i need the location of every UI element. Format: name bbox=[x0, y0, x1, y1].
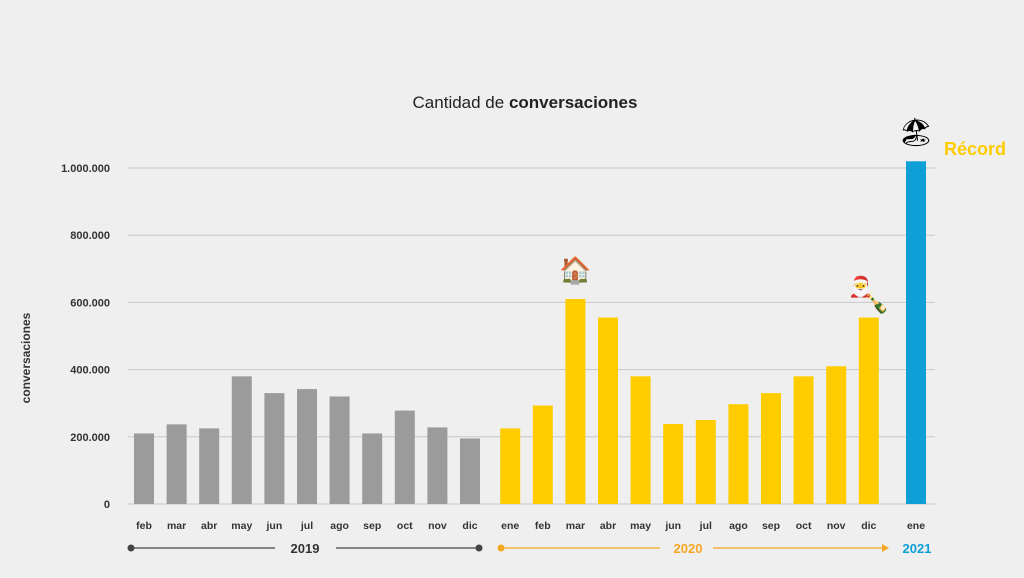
x-tick-label: feb bbox=[535, 520, 551, 532]
x-tick-label: mar bbox=[167, 520, 186, 532]
x-tick-label: jul bbox=[300, 520, 313, 532]
x-tick-label: mar bbox=[566, 520, 585, 532]
x-tick-label: sep bbox=[762, 520, 780, 532]
y-axis-ticks: 0 200.000 400.000 600.000 800.000 1.000.000 bbox=[61, 163, 110, 511]
y-axis-label: conversaciones bbox=[19, 312, 33, 403]
bar bbox=[427, 427, 448, 504]
bar bbox=[826, 366, 847, 504]
x-tick-label: ago bbox=[330, 520, 349, 532]
year-label-2021: 2021 bbox=[903, 541, 932, 556]
bar bbox=[264, 393, 285, 504]
x-tick-label: abr bbox=[201, 520, 217, 532]
x-tick-label: jun bbox=[266, 520, 283, 532]
x-tick-label: nov bbox=[428, 520, 447, 532]
bar bbox=[329, 396, 350, 504]
bar bbox=[728, 404, 749, 504]
y-tick-label: 200.000 bbox=[70, 432, 110, 444]
x-tick-label: abr bbox=[600, 520, 616, 532]
y-tick-label: 400.000 bbox=[70, 365, 110, 377]
bar bbox=[134, 433, 154, 504]
x-tick-label: oct bbox=[397, 520, 413, 532]
x-tick-label: nov bbox=[827, 520, 846, 532]
bar bbox=[663, 424, 684, 504]
year-label-2019: 2019 bbox=[291, 541, 320, 556]
x-tick-label: dic bbox=[861, 520, 876, 532]
bar bbox=[460, 438, 480, 504]
bar bbox=[858, 317, 879, 504]
beach-icon: 🏖 bbox=[898, 115, 934, 148]
x-tick-label: may bbox=[231, 520, 252, 532]
bar bbox=[761, 393, 781, 504]
year-label-2020: 2020 bbox=[674, 541, 703, 556]
santa-icon: 🎅 bbox=[848, 275, 873, 299]
timeline-end-dot bbox=[475, 544, 483, 552]
x-tick-label: oct bbox=[796, 520, 812, 532]
chart-title-prefix: Cantidad de bbox=[413, 93, 505, 112]
bar bbox=[362, 433, 383, 504]
y-tick-label: 600.000 bbox=[70, 297, 110, 309]
chart-title: Cantidad de conversaciones bbox=[413, 93, 638, 112]
bar bbox=[793, 376, 814, 504]
y-tick-label: 1.000.000 bbox=[61, 163, 110, 175]
x-tick-label: ene bbox=[907, 520, 925, 532]
x-tick-label: dic bbox=[462, 520, 477, 532]
bar bbox=[906, 161, 926, 504]
bar bbox=[532, 405, 553, 504]
year-timeline: 2019 2020 2021 bbox=[127, 541, 932, 556]
bars bbox=[134, 161, 926, 504]
bar bbox=[394, 410, 415, 504]
bar bbox=[695, 420, 716, 504]
x-tick-label: feb bbox=[136, 520, 152, 532]
bar bbox=[500, 428, 521, 504]
house-icon: 🏠 bbox=[559, 256, 591, 286]
x-tick-label: may bbox=[630, 520, 651, 532]
y-tick-label: 0 bbox=[104, 499, 110, 511]
bar bbox=[199, 428, 220, 504]
champagne-icon: 🍾 bbox=[864, 291, 889, 315]
chart-title-bold: conversaciones bbox=[509, 93, 638, 112]
x-tick-label: ago bbox=[729, 520, 748, 532]
record-label: Récord bbox=[944, 139, 1006, 159]
x-tick-label: jun bbox=[664, 520, 681, 532]
x-tick-label: jul bbox=[699, 520, 712, 532]
bar bbox=[231, 376, 252, 504]
bar bbox=[565, 299, 586, 504]
x-tick-label: ene bbox=[501, 520, 519, 532]
timeline-arrow bbox=[882, 544, 889, 552]
bar bbox=[630, 376, 651, 504]
x-tick-label: sep bbox=[363, 520, 381, 532]
bar bbox=[166, 424, 187, 504]
bar bbox=[297, 389, 317, 504]
x-axis-ticks: feb mar abr may jun jul ago sep oct nov dic ene feb m… bbox=[136, 520, 925, 532]
y-tick-label: 800.000 bbox=[70, 230, 110, 242]
annotations: 🏠 🎅🍾 🏖 Récord bbox=[559, 115, 1006, 314]
bar bbox=[598, 317, 618, 504]
